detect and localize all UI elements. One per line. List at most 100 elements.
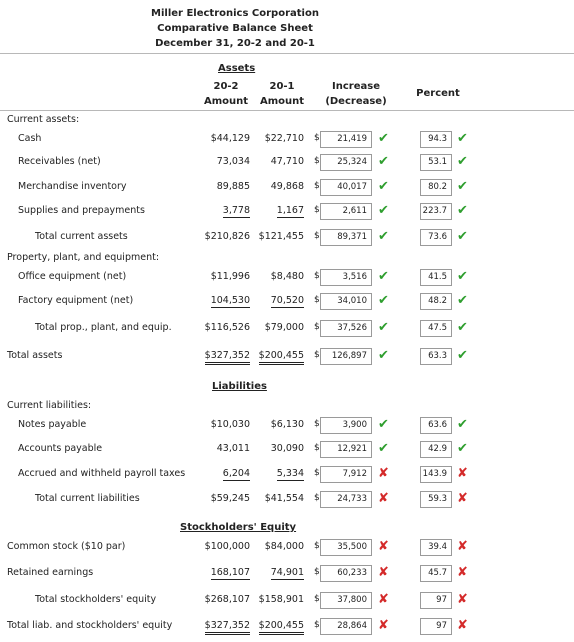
accounts-payable-increase-input[interactable]: 12,921 bbox=[320, 441, 372, 458]
total-current-liabilities-percent-input[interactable]: 59.3 bbox=[420, 491, 452, 508]
total-current-liabilities-percent-cross-icon: ✘ bbox=[457, 491, 468, 506]
notes-payable-increase-input[interactable]: 3,900 bbox=[320, 417, 372, 434]
cash-increase-check-icon: ✔ bbox=[378, 131, 389, 146]
total-prop-plant-and-equip-label: Total prop., plant, and equip. bbox=[35, 322, 172, 333]
merchandise-inventory-label: Merchandise inventory bbox=[18, 181, 127, 192]
col-2-1-amount: Amount bbox=[259, 96, 305, 107]
total-prop-plant-and-equip-amount-20-1: $79,000 bbox=[264, 322, 304, 333]
notes-payable-percent-input[interactable]: 63.6 bbox=[420, 417, 452, 434]
total-liab-and-stockholders-equity-increase-input[interactable]: 28,864 bbox=[320, 618, 372, 635]
merchandise-inventory-amount-20-2: 89,885 bbox=[216, 181, 250, 192]
total-stockholders-equity-amount-20-2: $268,107 bbox=[204, 594, 250, 605]
supplies-and-prepayments-dollar-sign: $ bbox=[314, 205, 320, 215]
common-stock-10-par-percent-cross-icon: ✘ bbox=[457, 539, 468, 554]
office-equipment-net-amount-20-1: $8,480 bbox=[270, 271, 304, 282]
total-stockholders-equity-increase-input[interactable]: 37,800 bbox=[320, 592, 372, 609]
factory-equipment-net-percent-input[interactable]: 48.2 bbox=[420, 293, 452, 310]
office-equipment-net-increase-input[interactable]: 3,516 bbox=[320, 269, 372, 286]
retained-earnings-increase-cross-icon: ✘ bbox=[378, 565, 389, 580]
statement-title: Comparative Balance Sheet bbox=[157, 23, 313, 34]
cash-amount-20-1: $22,710 bbox=[264, 133, 304, 144]
factory-equipment-net-dollar-sign: $ bbox=[314, 295, 320, 305]
notes-payable-label: Notes payable bbox=[18, 419, 87, 430]
total-current-assets-percent-input[interactable]: 73.6 bbox=[420, 229, 452, 246]
total-liab-and-stockholders-equity-label: Total liab. and stockholders' equity bbox=[7, 620, 173, 631]
total-current-liabilities-dollar-sign: $ bbox=[314, 493, 320, 503]
cash-increase-input[interactable]: 21,419 bbox=[320, 131, 372, 148]
equity-heading: Stockholders' Equity bbox=[180, 522, 297, 533]
office-equipment-net-percent-check-icon: ✔ bbox=[457, 269, 468, 284]
total-assets-increase-input[interactable]: 126,897 bbox=[320, 348, 372, 365]
total-prop-plant-and-equip-increase-input[interactable]: 37,526 bbox=[320, 320, 372, 337]
col-increase: Increase bbox=[332, 81, 380, 92]
notes-payable-increase-check-icon: ✔ bbox=[378, 417, 389, 432]
receivables-net-amount-20-1: 47,710 bbox=[270, 156, 304, 167]
factory-equipment-net-amount-20-1: 70,520 bbox=[270, 295, 304, 308]
supplies-and-prepayments-amount-20-2: 3,778 bbox=[222, 205, 250, 218]
current-assets-label: Current assets: bbox=[7, 114, 80, 125]
merchandise-inventory-increase-check-icon: ✔ bbox=[378, 179, 389, 194]
accrued-and-withheld-payroll-taxes-label: Accrued and withheld payroll taxes bbox=[18, 468, 186, 479]
office-equipment-net-percent-input[interactable]: 41.5 bbox=[420, 269, 452, 286]
common-stock-10-par-percent-input[interactable]: 39.4 bbox=[420, 539, 452, 556]
office-equipment-net-dollar-sign: $ bbox=[314, 271, 320, 281]
accounts-payable-increase-check-icon: ✔ bbox=[378, 441, 389, 456]
receivables-net-increase-input[interactable]: 25,324 bbox=[320, 154, 372, 171]
total-assets-increase-check-icon: ✔ bbox=[378, 348, 389, 363]
receivables-net-percent-input[interactable]: 53.1 bbox=[420, 154, 452, 171]
factory-equipment-net-increase-check-icon: ✔ bbox=[378, 293, 389, 308]
accrued-and-withheld-payroll-taxes-percent-input[interactable]: 143.9 bbox=[420, 466, 452, 483]
total-current-assets-increase-input[interactable]: 89,371 bbox=[320, 229, 372, 246]
total-current-liabilities-increase-cross-icon: ✘ bbox=[378, 491, 389, 506]
merchandise-inventory-dollar-sign: $ bbox=[314, 181, 320, 191]
current-liabilities-label: Current liabilities: bbox=[7, 400, 92, 411]
accounts-payable-label: Accounts payable bbox=[18, 443, 103, 454]
total-current-assets-dollar-sign: $ bbox=[314, 231, 320, 241]
supplies-and-prepayments-percent-input[interactable]: 223.7 bbox=[420, 203, 452, 220]
merchandise-inventory-increase-input[interactable]: 40,017 bbox=[320, 179, 372, 196]
notes-payable-dollar-sign: $ bbox=[314, 419, 320, 429]
supplies-and-prepayments-label: Supplies and prepayments bbox=[18, 205, 145, 216]
retained-earnings-amount-20-1: 74,901 bbox=[270, 567, 304, 580]
factory-equipment-net-amount-20-2: 104,530 bbox=[210, 295, 250, 308]
cash-dollar-sign: $ bbox=[314, 133, 320, 143]
factory-equipment-net-percent-check-icon: ✔ bbox=[457, 293, 468, 308]
supplies-and-prepayments-percent-check-icon: ✔ bbox=[457, 203, 468, 218]
retained-earnings-label: Retained earnings bbox=[7, 567, 94, 578]
total-liab-and-stockholders-equity-percent-cross-icon: ✘ bbox=[457, 618, 468, 633]
office-equipment-net-label: Office equipment (net) bbox=[18, 271, 127, 282]
statement-dates: December 31, 20-2 and 20-1 bbox=[155, 38, 315, 49]
total-assets-percent-input[interactable]: 63.3 bbox=[420, 348, 452, 365]
receivables-net-increase-check-icon: ✔ bbox=[378, 154, 389, 169]
accounts-payable-percent-check-icon: ✔ bbox=[457, 441, 468, 456]
total-stockholders-equity-label: Total stockholders' equity bbox=[35, 594, 157, 605]
common-stock-10-par-increase-input[interactable]: 35,500 bbox=[320, 539, 372, 556]
total-current-assets-percent-check-icon: ✔ bbox=[457, 229, 468, 244]
total-stockholders-equity-percent-cross-icon: ✘ bbox=[457, 592, 468, 607]
factory-equipment-net-increase-input[interactable]: 34,010 bbox=[320, 293, 372, 310]
accrued-and-withheld-payroll-taxes-amount-20-2: 6,204 bbox=[222, 468, 250, 481]
total-liab-and-stockholders-equity-percent-input[interactable]: 97 bbox=[420, 618, 452, 635]
total-prop-plant-and-equip-percent-input[interactable]: 47.5 bbox=[420, 320, 452, 337]
total-current-liabilities-increase-input[interactable]: 24,733 bbox=[320, 491, 372, 508]
total-assets-dollar-sign: $ bbox=[314, 350, 320, 360]
receivables-net-label: Receivables (net) bbox=[18, 156, 101, 167]
cash-percent-input[interactable]: 94.3 bbox=[420, 131, 452, 148]
merchandise-inventory-percent-input[interactable]: 80.2 bbox=[420, 179, 452, 196]
common-stock-10-par-label: Common stock ($10 par) bbox=[7, 541, 126, 552]
retained-earnings-percent-cross-icon: ✘ bbox=[457, 565, 468, 580]
ppe-label: Property, plant, and equipment: bbox=[7, 252, 160, 263]
common-stock-10-par-increase-cross-icon: ✘ bbox=[378, 539, 389, 554]
accrued-and-withheld-payroll-taxes-increase-input[interactable]: 7,912 bbox=[320, 466, 372, 483]
retained-earnings-dollar-sign: $ bbox=[314, 567, 320, 577]
common-stock-10-par-amount-20-1: $84,000 bbox=[264, 541, 304, 552]
total-stockholders-equity-percent-input[interactable]: 97 bbox=[420, 592, 452, 609]
cash-percent-check-icon: ✔ bbox=[457, 131, 468, 146]
retained-earnings-percent-input[interactable]: 45.7 bbox=[420, 565, 452, 582]
accounts-payable-percent-input[interactable]: 42.9 bbox=[420, 441, 452, 458]
retained-earnings-increase-input[interactable]: 60,233 bbox=[320, 565, 372, 582]
accrued-and-withheld-payroll-taxes-dollar-sign: $ bbox=[314, 468, 320, 478]
supplies-and-prepayments-increase-input[interactable]: 2,611 bbox=[320, 203, 372, 220]
total-current-liabilities-label: Total current liabilities bbox=[35, 493, 140, 504]
receivables-net-dollar-sign: $ bbox=[314, 156, 320, 166]
